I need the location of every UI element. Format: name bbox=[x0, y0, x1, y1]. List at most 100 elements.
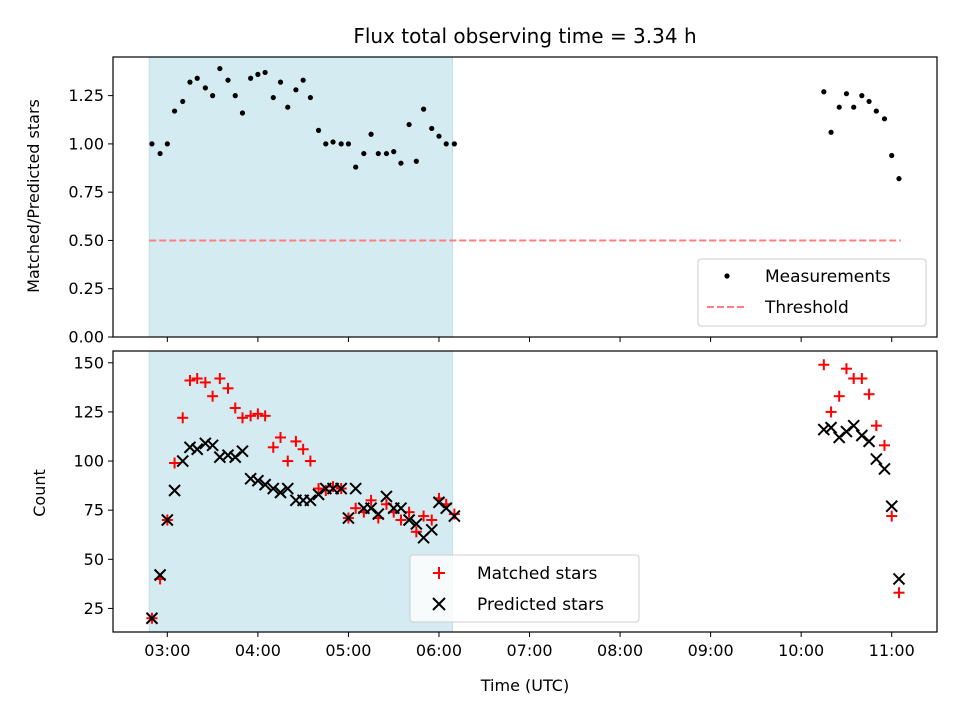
y-tick-label: 1.25 bbox=[68, 86, 104, 105]
predicted-star-point bbox=[244, 472, 257, 485]
matched-star-point bbox=[245, 410, 257, 422]
matched-star-point bbox=[207, 390, 219, 402]
predicted-star-point bbox=[281, 482, 294, 495]
observing-window-shade bbox=[148, 56, 454, 338]
measurement-point bbox=[239, 110, 246, 116]
measurement-point bbox=[262, 69, 268, 76]
measurement-point bbox=[300, 77, 306, 83]
predicted-star-point bbox=[191, 443, 204, 456]
measurement-point bbox=[383, 150, 390, 157]
predicted-star-point bbox=[448, 509, 461, 523]
measurement-points bbox=[149, 65, 902, 182]
x-tick-label: 07:00 bbox=[506, 641, 552, 660]
top-axes: 0.00 0.25 0.50 0.75 1.00 1.25 bbox=[68, 56, 938, 347]
legend-label-measurements: Measurements bbox=[765, 267, 891, 287]
matched-star-point bbox=[169, 457, 181, 469]
x-tick-label: 08:00 bbox=[597, 641, 643, 660]
matched-star-point bbox=[313, 483, 325, 495]
matched-star-point bbox=[290, 435, 302, 447]
matched-star-point bbox=[304, 455, 316, 467]
matched-star-point bbox=[214, 373, 226, 385]
matched-star-point bbox=[893, 587, 905, 599]
measurement-point bbox=[255, 71, 261, 77]
predicted-star-point bbox=[334, 482, 348, 495]
top-legend: Measurements Threshold bbox=[697, 258, 927, 327]
x-axis-label: Time (UTC) bbox=[480, 676, 569, 695]
predicted-star-point bbox=[236, 445, 249, 458]
legend-label-predicted: Predicted stars bbox=[477, 595, 604, 615]
measurement-point bbox=[210, 93, 216, 99]
measurement-point bbox=[277, 79, 284, 85]
matched-star-point bbox=[297, 443, 309, 455]
star-count-chart: 25 50 75 100 125 150 03:00 04:00 05:00 06:00 07:00… bbox=[30, 350, 938, 695]
legend-marker-measurements bbox=[724, 273, 730, 279]
measurement-point bbox=[353, 164, 359, 170]
measurement-point bbox=[420, 106, 427, 112]
bottom-legend: Matched stars Predicted stars bbox=[409, 554, 640, 623]
measurement-point bbox=[345, 141, 352, 147]
predicted-star-point bbox=[153, 568, 167, 582]
measurement-point bbox=[406, 121, 412, 128]
x-tick-label: 10:00 bbox=[778, 641, 824, 660]
bottom-legend-box bbox=[409, 554, 640, 623]
predicted-star-point bbox=[342, 511, 355, 525]
measurement-point bbox=[323, 141, 329, 147]
matched-star-point bbox=[870, 420, 882, 432]
predicted-star-point bbox=[304, 494, 317, 507]
matched-star-point bbox=[825, 406, 837, 418]
y-tick-label: 125 bbox=[73, 402, 104, 421]
measurement-point bbox=[171, 108, 178, 114]
matched-star-point bbox=[840, 363, 852, 375]
measurement-point bbox=[429, 125, 435, 132]
measurement-point bbox=[338, 141, 344, 147]
measurement-point bbox=[270, 94, 276, 101]
measurement-point bbox=[391, 149, 397, 155]
matched-star-point bbox=[365, 494, 377, 506]
measurement-point bbox=[285, 104, 291, 110]
measurement-point bbox=[889, 152, 895, 159]
measurement-point bbox=[164, 141, 170, 147]
measurement-point bbox=[217, 65, 223, 72]
measurement-point bbox=[873, 108, 879, 114]
predicted-star-point bbox=[221, 448, 235, 462]
measurement-point bbox=[232, 93, 238, 99]
measurement-point bbox=[413, 158, 419, 164]
predicted-star-point bbox=[349, 482, 362, 495]
x-tick-label: 04:00 bbox=[235, 641, 281, 660]
y-tick-label: 25 bbox=[84, 599, 104, 618]
matched-star-point bbox=[863, 388, 875, 400]
shaded-region bbox=[148, 350, 454, 633]
predicted-star-point bbox=[168, 484, 181, 497]
predicted-star-point bbox=[251, 474, 265, 487]
x-tick-label: 05:00 bbox=[325, 641, 371, 660]
matched-star-point bbox=[184, 374, 196, 386]
measurement-point bbox=[330, 139, 336, 145]
predicted-star-point bbox=[870, 452, 883, 466]
predicted-star-point bbox=[372, 507, 385, 521]
matched-star-point bbox=[886, 510, 898, 522]
predicted-star-point bbox=[380, 490, 393, 503]
predicted-star-point bbox=[394, 501, 408, 515]
measurement-point bbox=[843, 91, 850, 97]
measurement-point bbox=[443, 141, 449, 147]
matched-star-point bbox=[275, 431, 287, 443]
matched-star-point bbox=[410, 526, 422, 538]
predicted-star-point bbox=[183, 441, 197, 454]
matched-star-point bbox=[191, 373, 203, 385]
measurement-point bbox=[180, 98, 186, 105]
y-tick-label: 1.00 bbox=[68, 134, 104, 153]
predicted-star-point bbox=[892, 572, 906, 586]
measurement-point bbox=[248, 75, 254, 81]
legend-marker-predicted bbox=[432, 597, 446, 611]
y-tick-label: 0.00 bbox=[68, 328, 104, 347]
bottom-axes: 25 50 75 100 125 150 03:00 04:00 05:00 06:00 07:00… bbox=[73, 350, 938, 660]
predicted-star-point bbox=[274, 486, 287, 499]
measurement-point bbox=[361, 150, 367, 157]
chart-title: Flux total observing time = 3.34 h bbox=[353, 24, 696, 48]
predicted-star-point bbox=[885, 500, 898, 513]
measurement-point bbox=[896, 176, 902, 182]
matched-star-point bbox=[327, 481, 339, 493]
predicted-star-point bbox=[267, 482, 280, 495]
star-count-points bbox=[145, 359, 906, 625]
